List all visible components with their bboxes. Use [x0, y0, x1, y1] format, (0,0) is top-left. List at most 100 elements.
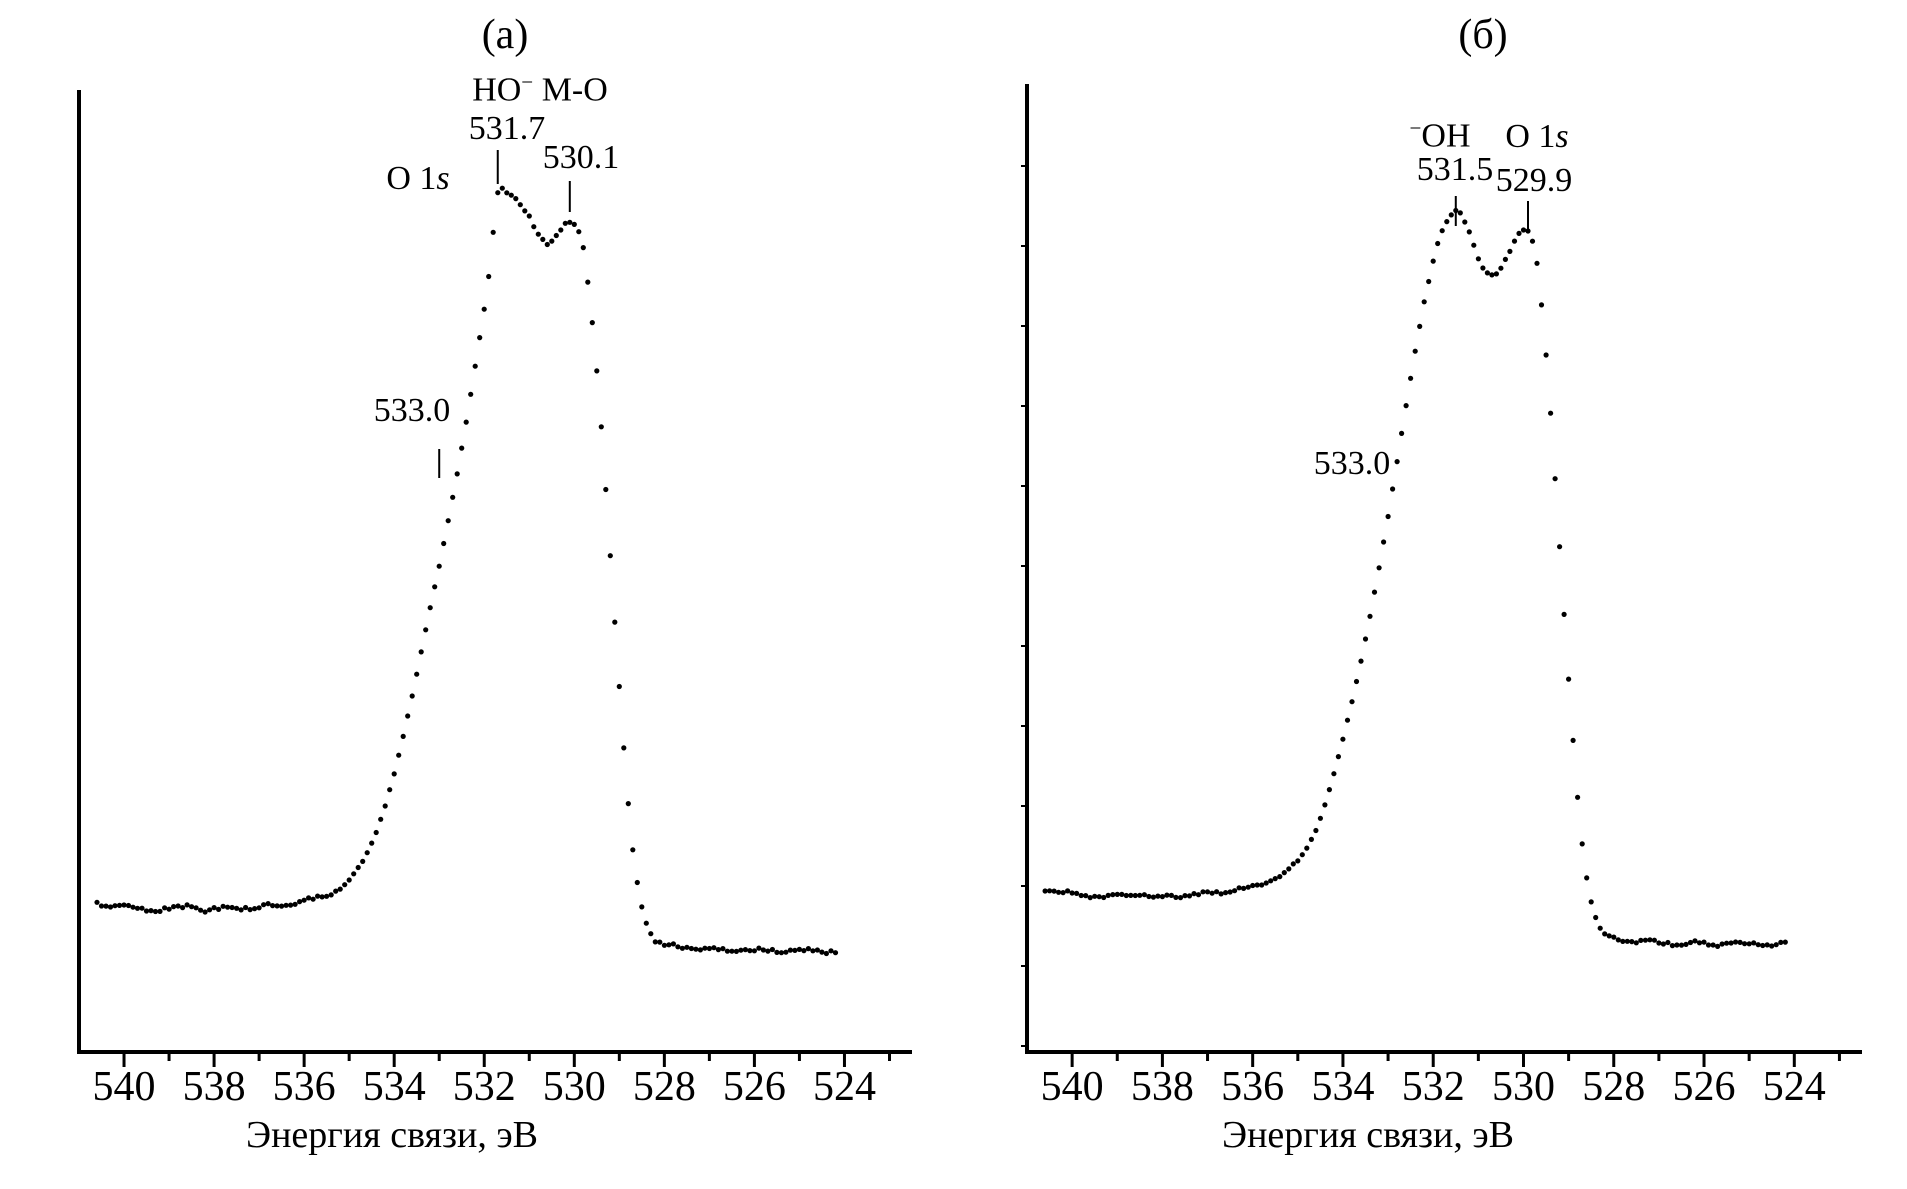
data-point [1376, 565, 1382, 571]
panel-a-title: (а) [481, 12, 529, 58]
data-point [742, 947, 749, 953]
data-point [1394, 459, 1400, 465]
data-point [1358, 658, 1364, 664]
x-tick-label: 534 [1311, 1064, 1375, 1110]
data-point [436, 563, 442, 569]
data-point [1390, 486, 1396, 492]
data-point [1105, 892, 1111, 899]
data-point [1074, 890, 1080, 897]
data-point [544, 241, 550, 248]
data-point [1538, 302, 1545, 308]
data-point [1250, 882, 1256, 889]
data-point [1665, 939, 1671, 946]
data-point [1367, 613, 1373, 619]
data-point [621, 745, 627, 751]
data-point [441, 540, 447, 547]
data-point [1593, 914, 1599, 921]
data-point [202, 909, 208, 915]
data-point [1687, 939, 1694, 946]
data-point [1200, 889, 1206, 895]
data-point [112, 903, 118, 909]
data-point [1101, 894, 1107, 901]
data-point [171, 904, 177, 910]
data-point [1349, 699, 1355, 705]
data-point [328, 892, 334, 898]
data-point [1299, 852, 1305, 858]
data-point [1232, 888, 1238, 894]
data-point [1277, 874, 1283, 880]
x-tick-label: 532 [452, 1064, 516, 1110]
data-point [1647, 937, 1653, 943]
data-point [1552, 476, 1558, 482]
data-point [778, 950, 785, 956]
data-point [423, 627, 429, 633]
data-point [400, 733, 406, 740]
data-point [166, 906, 172, 912]
data-point [207, 907, 213, 913]
data-point [1498, 265, 1504, 271]
panel-b-title: (б) [1458, 12, 1508, 58]
data-point [553, 232, 559, 239]
data-point [1322, 802, 1328, 808]
data-point [1475, 256, 1481, 262]
data-point [661, 942, 668, 948]
data-point [1051, 888, 1057, 894]
panel-a-peak-second-label: 530.1 [542, 139, 620, 176]
data-point [756, 945, 762, 951]
data-point [1362, 636, 1369, 642]
data-point [603, 486, 609, 493]
data-point [1295, 858, 1301, 864]
data-point [1326, 787, 1332, 793]
data-point [1529, 238, 1536, 244]
data-point [1254, 882, 1260, 888]
data-point [1168, 892, 1174, 899]
data-point [769, 946, 776, 953]
data-point [1642, 937, 1648, 943]
data-point [306, 895, 312, 901]
data-point [1173, 894, 1179, 901]
data-point [1195, 892, 1202, 898]
data-point [288, 902, 294, 908]
data-point [1570, 737, 1576, 744]
data-point [139, 905, 145, 911]
data-point [1331, 771, 1337, 777]
data-point [549, 238, 555, 244]
data-point [414, 671, 420, 677]
panel-a-data-points [94, 185, 839, 957]
data-point [143, 908, 150, 914]
data-point [1399, 430, 1405, 436]
data-point [225, 904, 231, 910]
data-point [1764, 942, 1770, 948]
data-point [738, 947, 744, 953]
data-point [535, 231, 541, 237]
data-point [481, 306, 487, 312]
x-tick-label: 524 [1762, 1064, 1826, 1110]
data-point [1114, 891, 1120, 898]
data-point [607, 553, 613, 559]
data-point [125, 902, 132, 909]
data-point [1710, 942, 1716, 948]
data-point [1511, 238, 1518, 244]
data-point [157, 908, 163, 915]
data-point [121, 902, 127, 908]
data-point [364, 850, 370, 856]
data-point [1308, 836, 1314, 843]
data-point [148, 908, 154, 914]
data-point [1620, 938, 1626, 945]
data-point [1069, 890, 1075, 896]
data-point [1385, 513, 1391, 520]
data-point [1633, 940, 1639, 946]
data-point [234, 905, 240, 911]
data-point [1692, 938, 1698, 944]
hydroxide-oh-text: OH [1421, 117, 1471, 155]
data-point [1317, 815, 1323, 821]
data-point [1335, 754, 1341, 760]
data-point [1123, 892, 1129, 899]
data-point [130, 904, 136, 910]
data-point [715, 947, 722, 953]
data-point [1209, 890, 1215, 896]
panel-b-plot [1021, 84, 1862, 1067]
data-point [1624, 938, 1630, 944]
data-point [594, 368, 600, 374]
panel-a-plot [77, 90, 912, 1067]
